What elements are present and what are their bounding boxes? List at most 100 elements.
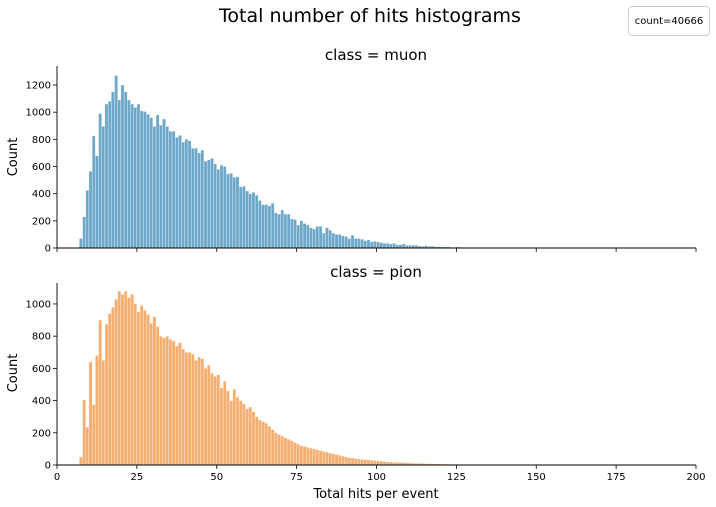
pion-bar	[379, 460, 384, 466]
muon-bar	[401, 243, 406, 249]
muon-bar	[155, 114, 160, 249]
pion-bar	[299, 445, 304, 466]
pion-bar	[344, 456, 348, 466]
pion-bar	[283, 437, 288, 466]
pion-x-tick-label: 100	[367, 472, 386, 483]
pion-bar	[322, 451, 326, 466]
pion-bar	[168, 339, 173, 466]
pion-bar	[366, 459, 371, 466]
pion-bar	[123, 290, 128, 466]
pion-bar	[334, 454, 339, 466]
muon-bar	[322, 232, 326, 249]
muon-bar	[117, 99, 122, 249]
pion-bar	[277, 434, 281, 466]
pion-bar	[175, 345, 179, 466]
pion-bar	[350, 457, 355, 466]
muon-bar	[334, 234, 339, 249]
muon-bar	[347, 238, 352, 249]
pion-bar	[251, 411, 256, 466]
muon-bar	[136, 103, 141, 249]
pion-bar	[194, 360, 198, 466]
pion-bar	[369, 459, 374, 466]
muon-bar	[85, 190, 90, 249]
muon-bars	[79, 75, 543, 249]
pion-bar	[254, 416, 259, 466]
pion-y-tick-label: 600	[32, 364, 51, 375]
pion-bar	[242, 403, 246, 466]
muon-bar	[350, 234, 355, 249]
muon-bar	[175, 137, 179, 249]
pion-bar	[293, 442, 297, 466]
pion-bar	[143, 310, 147, 466]
muon-bar	[245, 190, 249, 249]
muon-bar	[299, 220, 304, 249]
muon-bar	[206, 159, 211, 249]
x-axis-label: Total hits per event	[312, 487, 438, 502]
muon-bar	[315, 226, 320, 249]
muon-bar	[248, 193, 253, 249]
muon-bar	[162, 118, 166, 249]
pion-bar	[139, 305, 144, 466]
muon-y-tick-label: 1000	[26, 108, 51, 119]
muon-bar	[328, 230, 332, 249]
muon-bar	[120, 84, 125, 249]
count-legend-text: count=40666	[634, 15, 704, 27]
muon-bar	[376, 241, 380, 249]
muon-y-tick-label: 0	[45, 244, 51, 255]
muon-bar	[168, 131, 173, 249]
muon-bar	[385, 243, 390, 249]
pion-bar	[302, 446, 307, 466]
pion-bar	[376, 460, 380, 466]
pion-axes: 0 200 400 600 800 1000 0 25 50 75 100 125 150 175 200	[26, 283, 706, 483]
pion-bar	[107, 313, 112, 466]
pion-bar	[203, 368, 208, 466]
pion-bar	[149, 323, 154, 466]
muon-bar	[238, 186, 243, 249]
muon-panel-title: class = muon	[325, 46, 427, 64]
pion-bar	[296, 443, 300, 466]
muon-bar	[149, 117, 154, 249]
muon-bar	[181, 141, 185, 249]
muon-bar	[98, 113, 102, 249]
pion-bar	[213, 376, 217, 466]
pion-x-tick-label: 125	[447, 472, 466, 483]
muon-bar	[242, 186, 246, 249]
muon-bar	[258, 200, 262, 249]
pion-bar	[133, 303, 138, 466]
pion-bar	[363, 459, 368, 466]
muon-bar	[165, 126, 169, 249]
muon-bar	[296, 224, 300, 249]
pion-bar	[315, 449, 320, 466]
pion-y-tick-label: 200	[32, 428, 51, 439]
pion-bar	[382, 461, 387, 466]
pion-bar	[264, 422, 269, 466]
pion-bar	[200, 358, 205, 466]
pion-bar	[206, 364, 211, 466]
muon-bar	[194, 147, 198, 249]
muon-bar	[171, 131, 176, 249]
pion-bar	[187, 352, 192, 466]
pion-bar	[267, 426, 272, 466]
pion-bar	[210, 373, 214, 466]
muon-bar	[395, 244, 400, 249]
muon-bar	[130, 103, 134, 249]
muon-bar	[197, 152, 201, 249]
pion-bar	[331, 453, 336, 466]
pion-bar	[82, 399, 86, 466]
pion-bar	[216, 374, 221, 466]
muon-bar	[366, 239, 371, 249]
pion-bar	[360, 459, 364, 466]
muon-bar	[232, 177, 237, 249]
muon-bar	[283, 213, 288, 249]
pion-bar	[91, 404, 96, 466]
pion-bar	[270, 429, 275, 466]
pion-bar	[191, 353, 195, 466]
pion-bar	[226, 390, 230, 466]
pion-bar	[136, 311, 141, 466]
pion-bar	[130, 294, 134, 466]
muon-bar	[382, 243, 387, 249]
muon-bar	[95, 155, 99, 249]
pion-y-tick-label: 0	[45, 461, 51, 472]
muon-bar	[389, 243, 393, 249]
